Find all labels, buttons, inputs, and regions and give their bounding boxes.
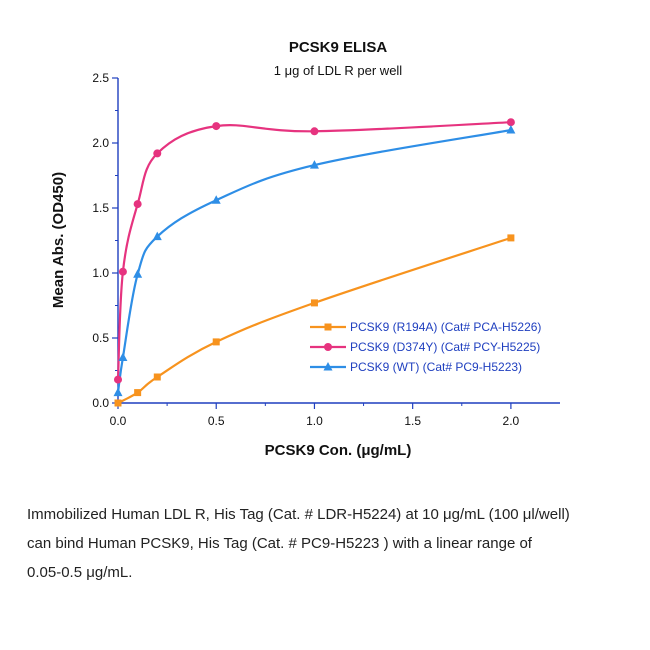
data-point-series-1 — [212, 338, 220, 346]
data-point-series-3 — [506, 125, 516, 134]
legend-label-2: PCSK9 (D374Y) (Cat# PCY-H5225) — [350, 340, 540, 354]
series-markers — [113, 118, 516, 407]
x-tick-label: 0.5 — [208, 414, 225, 428]
series-line-3 — [116, 128, 512, 393]
x-tick-label: 1.5 — [404, 414, 421, 428]
data-point-series-3 — [118, 352, 128, 361]
data-point-series-1 — [153, 373, 161, 381]
data-point-series-2 — [118, 267, 127, 276]
legend-marker-2 — [324, 343, 332, 351]
y-tick-label: 2.0 — [92, 136, 109, 150]
data-point-series-2 — [153, 149, 162, 158]
chart-subtitle: 1 μg of LDL R per well — [274, 63, 403, 78]
data-point-series-3 — [133, 269, 143, 278]
legend-marker-1 — [324, 323, 332, 331]
caption-line-2: can bind Human PCSK9, His Tag (Cat. # PC… — [27, 535, 532, 552]
data-point-series-2 — [212, 122, 221, 131]
legend-label-3: PCSK9 (WT) (Cat# PC9-H5223) — [350, 360, 522, 374]
data-point-series-3 — [309, 160, 319, 169]
data-point-series-1 — [507, 234, 515, 242]
data-point-series-2 — [506, 118, 515, 127]
y-tick-label: 0.5 — [92, 331, 109, 345]
data-point-series-3 — [211, 195, 221, 204]
x-tick-label: 0.0 — [110, 414, 127, 428]
y-tick-label: 2.5 — [92, 71, 109, 85]
chart-title: PCSK9 ELISA — [289, 39, 388, 56]
y-tick-label: 0.0 — [92, 396, 109, 410]
data-point-series-1 — [310, 299, 318, 307]
data-point-series-2 — [310, 127, 319, 136]
x-tick-label: 1.0 — [306, 414, 323, 428]
x-tick-label: 2.0 — [503, 414, 520, 428]
y-axis-title: Mean Abs. (OD450) — [50, 172, 67, 308]
pcsk9-elisa-chart: PCSK9 ELISA 1 μg of LDL R per well 0.0 0.… — [50, 39, 560, 459]
caption-line-1: Immobilized Human LDL R, His Tag (Cat. #… — [27, 506, 570, 523]
caption-line-3: 0.05-0.5 μg/mL. — [27, 564, 133, 581]
data-point-series-3 — [113, 387, 123, 397]
legend: PCSK9 (R194A) (Cat# PCA-H5226) PCSK9 (D37… — [310, 320, 541, 374]
legend-marker-3 — [323, 362, 333, 371]
x-axis-title: PCSK9 Con. (μg/mL) — [265, 442, 412, 459]
data-point-series-1 — [114, 399, 122, 407]
data-point-series-1 — [134, 389, 142, 397]
legend-label-1: PCSK9 (R194A) (Cat# PCA-H5226) — [350, 320, 541, 334]
y-tick-label: 1.5 — [92, 201, 109, 215]
y-tick-label: 1.0 — [92, 266, 109, 280]
data-point-series-2 — [133, 200, 142, 209]
figure-caption: Immobilized Human LDL R, His Tag (Cat. #… — [27, 500, 637, 587]
data-point-series-2 — [114, 375, 122, 384]
data-point-series-3 — [152, 231, 162, 241]
